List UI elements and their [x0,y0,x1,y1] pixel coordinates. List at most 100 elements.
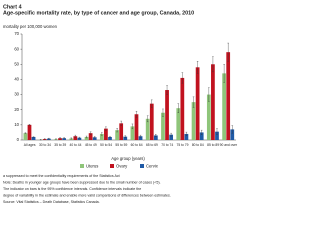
bar [169,134,174,140]
error-bar [120,120,122,126]
bar [176,108,181,140]
error-bar [43,138,46,140]
chart-label: Chart 4 [3,4,22,10]
y-axis-label: mortality per 100,000 women [3,24,58,29]
bar [46,138,51,140]
bar [31,136,36,140]
bar [195,67,200,140]
y-tick-label: 30 [14,92,19,97]
x-axis-label: Age group (years) [111,156,145,161]
error-bar [162,108,164,117]
error-bar [146,115,149,123]
error-bar [155,134,157,137]
bar [84,136,89,140]
chart: Chart 4 Age-specific mortality rate, by … [3,4,238,204]
y-tick-label: 70 [14,31,19,36]
error-bar [196,61,199,74]
x-tick-label: 75 to 79 [177,143,189,147]
error-bar [150,99,153,108]
error-bar [78,136,81,139]
legend-swatch [110,164,114,168]
bar [73,136,78,140]
bar [23,133,28,140]
bar [211,64,215,140]
bar [222,73,226,140]
chart-title: Age-specific mortality rate, by type of … [3,10,194,16]
error-bar [48,138,50,140]
error-bar [208,87,210,102]
footnote: a suppressed to meet the confidentiality… [3,174,120,178]
bar [199,132,204,140]
x-tick-label: 55 to 59 [115,143,127,147]
error-bar [55,138,57,140]
x-tick-label: 50 to 54 [100,143,112,147]
bar [27,124,32,140]
error-bar [63,137,65,139]
bar [104,128,108,140]
bar [99,133,104,140]
page: Chart 4 Age-specific mortality rate, by … [3,4,238,204]
bar [130,126,135,140]
bar [180,77,185,140]
x-tick-label: 60 to 64 [131,143,143,147]
legend-label: Cervix [146,163,159,168]
error-bar [59,137,61,140]
bar [145,118,150,140]
footnote: Note: Deaths in younger age groups have … [3,180,161,184]
bar [108,136,112,140]
error-bar [93,136,96,139]
bar [165,90,169,140]
error-bar [216,128,218,135]
x-tick-label: 70 to 74 [161,143,173,147]
x-tick-label: 45 to 49 [85,143,97,147]
error-bar [74,134,77,138]
bar [206,94,211,140]
error-bar [24,132,27,134]
error-bar [70,137,73,140]
error-bar [181,72,184,84]
bar [230,129,235,140]
bar [92,137,97,140]
bar [161,112,165,140]
legend-label: Uterus [86,163,98,168]
bar [184,133,189,140]
error-bar [139,134,142,138]
bar [215,131,219,140]
error-bar [109,136,111,138]
x-tick-label: 90 and over [220,143,238,147]
y-tick-label: 50 [14,61,19,66]
error-bar [135,111,138,118]
footnote: degree of variability in the estimate an… [3,193,171,197]
x-tick-label: 65 to 69 [146,143,158,147]
error-bar [85,135,88,139]
bar [119,123,124,140]
bar [153,135,158,140]
legend-swatch [140,164,144,168]
error-bar [101,132,103,136]
error-bar [212,56,214,73]
y-tick-label: 20 [14,107,19,112]
y-tick-label: 0 [17,137,20,142]
bar [123,136,128,140]
x-tick-label: All ages [24,143,36,147]
error-bar [170,133,172,137]
bar [138,136,143,140]
error-bar [223,64,225,83]
error-bar [116,128,118,133]
error-bar [200,129,203,135]
x-tick-label: 80 to 84 [192,143,204,147]
x-tick-label: 85 to 89 [207,143,219,147]
bar [115,130,119,140]
bar [191,102,196,140]
bar [134,114,139,140]
bar [226,52,231,140]
footnote: The indicator on bars is the 95% confide… [3,187,141,191]
error-bar [39,139,42,141]
error-bar [124,135,127,138]
error-bar [131,123,134,129]
error-bar [231,125,234,134]
error-bar [185,131,188,136]
bar [77,137,82,140]
error-bar [89,131,92,135]
error-bar [105,126,107,131]
